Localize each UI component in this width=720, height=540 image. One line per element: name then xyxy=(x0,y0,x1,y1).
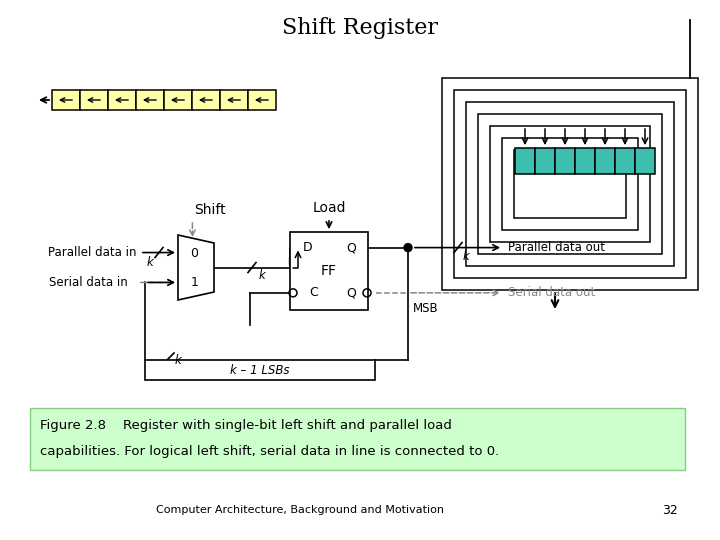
Bar xyxy=(514,150,626,218)
Text: Q: Q xyxy=(346,241,356,254)
Bar xyxy=(515,148,535,174)
Text: MSB: MSB xyxy=(413,302,438,315)
Bar xyxy=(635,148,655,174)
Bar xyxy=(575,148,595,174)
Circle shape xyxy=(404,244,412,252)
Text: Shift Register: Shift Register xyxy=(282,17,438,39)
Bar xyxy=(164,90,192,110)
Bar xyxy=(442,78,698,290)
Text: D: D xyxy=(302,241,312,254)
Bar xyxy=(136,90,164,110)
Text: Figure 2.8    Register with single-bit left shift and parallel load: Figure 2.8 Register with single-bit left… xyxy=(40,420,452,433)
Bar xyxy=(248,90,276,110)
Text: Computer Architecture, Background and Motivation: Computer Architecture, Background and Mo… xyxy=(156,505,444,515)
Text: k: k xyxy=(258,269,266,282)
Bar xyxy=(52,90,80,110)
Text: C: C xyxy=(309,286,318,299)
Bar xyxy=(290,232,368,310)
Text: Load: Load xyxy=(312,201,346,215)
Bar xyxy=(80,90,108,110)
Text: Serial data in: Serial data in xyxy=(49,276,127,289)
Bar xyxy=(478,114,662,254)
Bar xyxy=(30,408,685,470)
Text: Q: Q xyxy=(346,286,356,299)
Bar xyxy=(145,360,375,380)
Text: k: k xyxy=(147,256,153,269)
Text: 1: 1 xyxy=(190,276,198,289)
Bar xyxy=(454,90,686,278)
Bar xyxy=(108,90,136,110)
Text: Serial data out: Serial data out xyxy=(508,286,595,299)
Text: Parallel data in: Parallel data in xyxy=(48,246,136,259)
Polygon shape xyxy=(178,235,214,300)
Text: 32: 32 xyxy=(662,503,678,516)
Text: Parallel data out: Parallel data out xyxy=(508,241,605,254)
Bar xyxy=(555,148,575,174)
Bar xyxy=(192,90,220,110)
Text: k: k xyxy=(463,250,469,263)
Bar xyxy=(535,148,555,174)
Bar xyxy=(490,126,650,242)
Text: 0: 0 xyxy=(190,247,198,260)
Text: capabilities. For logical left shift, serial data in line is connected to 0.: capabilities. For logical left shift, se… xyxy=(40,446,499,458)
Bar xyxy=(595,148,615,174)
Bar xyxy=(466,102,674,266)
Text: k: k xyxy=(175,354,181,367)
Bar xyxy=(615,148,635,174)
Text: k – 1 LSBs: k – 1 LSBs xyxy=(230,363,289,376)
Text: Shift: Shift xyxy=(194,203,226,217)
Bar xyxy=(502,138,638,230)
Bar xyxy=(220,90,248,110)
Text: FF: FF xyxy=(321,264,337,278)
